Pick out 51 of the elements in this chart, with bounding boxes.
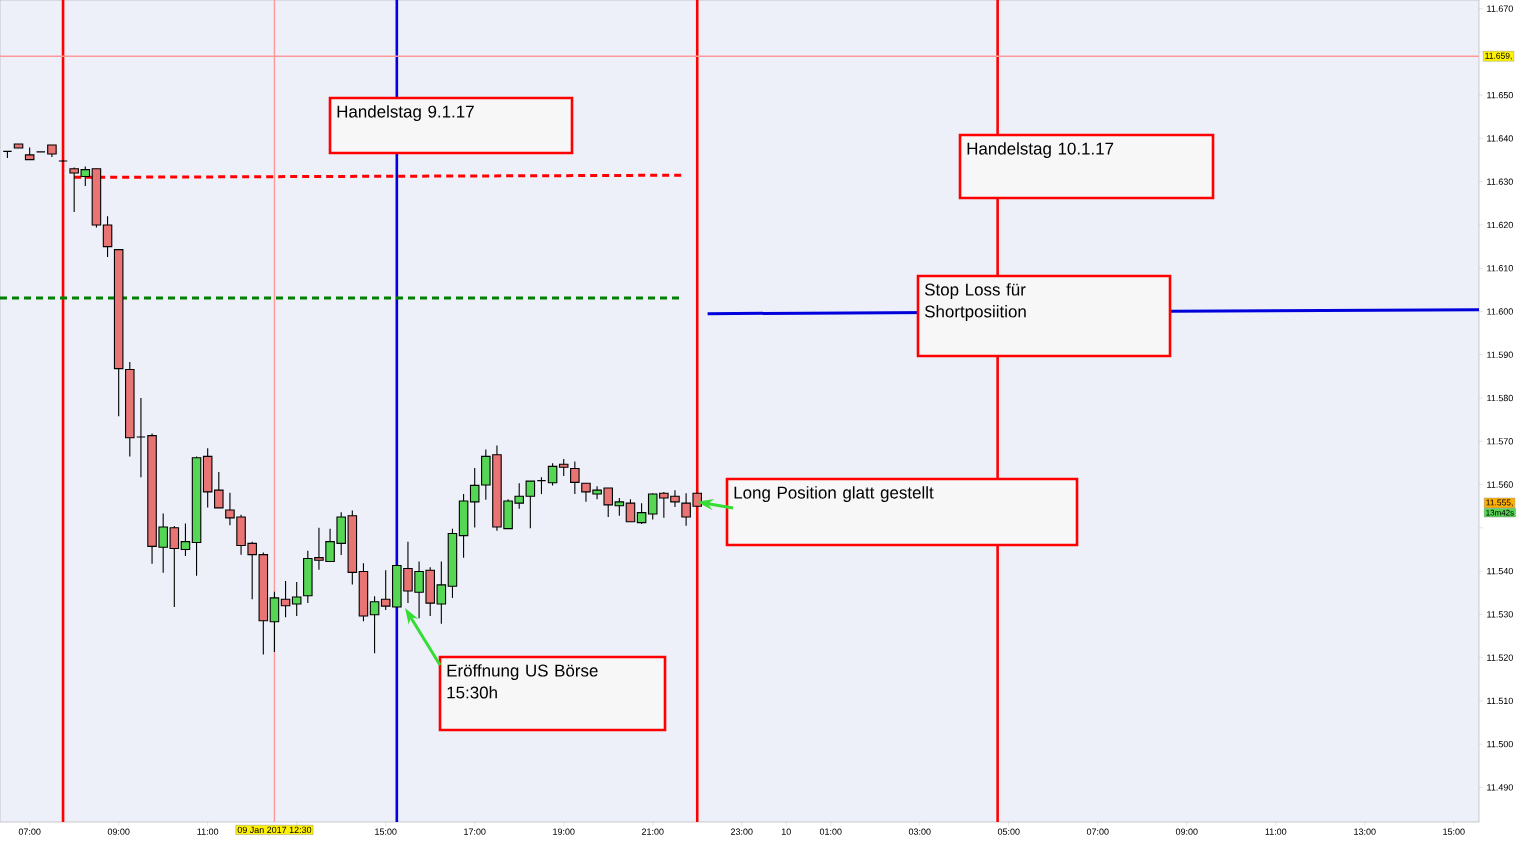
candlestick [269, 591, 280, 653]
candlestick [636, 502, 647, 525]
x-tick-label: 09:00 [107, 828, 130, 835]
y-tick-label: 11.670 [1487, 5, 1513, 12]
candlestick [570, 461, 580, 495]
x-tick-label: 17:00 [464, 828, 486, 835]
x-tick-label: 05:00 [997, 828, 1020, 835]
x-tick-label: 10 [781, 828, 791, 835]
annotation: Stop Loss für Shortposiition [924, 283, 1026, 321]
annotation: Long Position glatt gestellt [734, 486, 934, 502]
y-tick-label: 11.570 [1487, 438, 1513, 445]
x-tick-label: 15:00 [375, 828, 397, 835]
y-tick-label: 11.540 [1487, 567, 1513, 575]
candlestick [547, 462, 558, 486]
ref-line-label: 09 Jan 2017 12:30 [237, 826, 312, 834]
x-tick-label: 09:00 [1175, 828, 1198, 835]
y-tick-label: 11.590 [1487, 351, 1513, 358]
x-tick-label: 21:00 [641, 828, 664, 835]
y-tick-label: 11.580 [1487, 394, 1513, 402]
annotation: Eröffnung US Börse 15:30h [447, 664, 598, 699]
y-tick-label: 11.620 [1487, 221, 1513, 229]
x-tick-label: 11:00 [1265, 828, 1287, 835]
candlestick [102, 215, 113, 258]
y-tick-label: 11.560 [1487, 481, 1513, 488]
annotation: Handelstag 10.1.17 [967, 142, 1114, 158]
y-tick-label: 11.490 [1487, 784, 1513, 791]
y-tick-label: 11.500 [1487, 740, 1513, 748]
x-tick-label: 19:00 [553, 828, 575, 835]
y-tick-label: 11.600 [1487, 308, 1513, 315]
y-tick-label: 11.630 [1487, 178, 1513, 185]
candlestick [625, 498, 636, 523]
y-tick-label: 11.530 [1487, 611, 1513, 618]
y-tick-label: 11.610 [1487, 265, 1513, 272]
y-tick-label: 11.520 [1487, 654, 1513, 661]
candlestick [180, 522, 191, 557]
y-tick-label: 11.650 [1487, 91, 1513, 99]
candlestick [291, 581, 302, 617]
candlestick [369, 595, 380, 654]
x-tick-label: 13:00 [1354, 828, 1376, 835]
x-tick-label: 23:00 [730, 828, 753, 835]
y-tick-label: 11.640 [1487, 135, 1513, 142]
annotation: Handelstag 9.1.17 [337, 105, 474, 121]
x-tick-label: 03:00 [908, 828, 931, 835]
y-tick-label: 11.510 [1487, 697, 1513, 705]
text: 11.555, [1486, 499, 1513, 507]
x-tick-label: 01:00 [819, 828, 842, 835]
x-tick-label: 07:00 [1086, 828, 1109, 835]
x-tick-label: 11:00 [197, 828, 219, 835]
x-tick-label: 15:00 [1443, 828, 1465, 835]
ref-line-label: 11.659, [1485, 52, 1512, 60]
x-tick-label: 07:00 [18, 828, 41, 835]
